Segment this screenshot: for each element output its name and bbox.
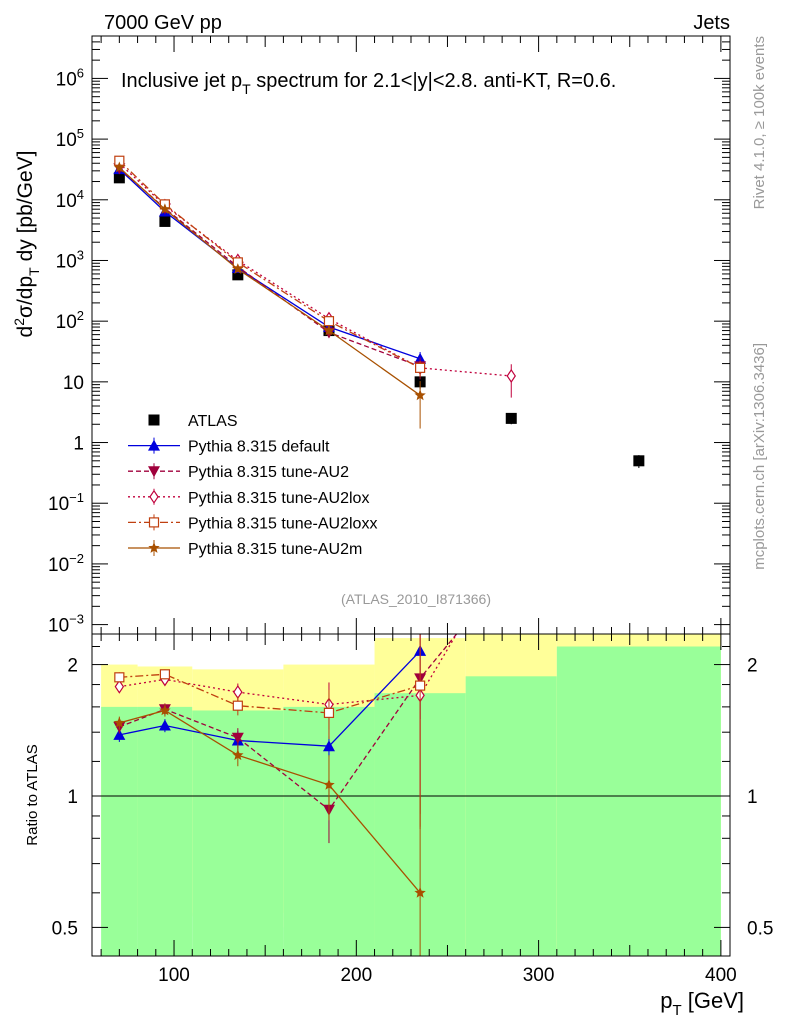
ratio-panel-bands — [92, 634, 730, 956]
data-point-atlas — [113, 172, 125, 184]
legend-marker-atlas — [148, 414, 160, 426]
ratio-band-inner — [556, 646, 721, 956]
y-tick-label: 10−2 — [48, 551, 84, 576]
x-tick-label: 400 — [705, 965, 737, 986]
ratio-point-pythia-8-315-tune-au2m — [232, 749, 244, 761]
ratio-point-pythia-8-315-tune-au2m — [414, 886, 426, 898]
chart-title: Inclusive jet pT spectrum for 2.1<|y|<2.… — [121, 70, 616, 97]
y-tick-label: 10−1 — [48, 490, 84, 515]
ratio-point-pythia-8-315-tune-au2m — [323, 778, 335, 790]
ratio-panel-series — [113, 633, 458, 956]
ratio-y-tick-label-right: 0.5 — [747, 918, 773, 939]
ratio-y-tick-label-left: 1 — [67, 787, 78, 808]
mcplots-label: mcplots.cern.ch [arXiv:1306.3436] — [751, 343, 768, 570]
ratio-point-pythia-8-315-tune-au2loxx — [159, 669, 171, 680]
data-point-pythia-8-315-tune-au2m — [414, 389, 426, 401]
y-tick-label: 103 — [56, 247, 84, 272]
ratio-point-pythia-8-315-default — [113, 728, 126, 740]
legend-label-pythia-8-315-tune-au2m: Pythia 8.315 tune-AU2m — [188, 541, 362, 558]
legend-label-pythia-8-315-tune-au2loxx: Pythia 8.315 tune-AU2loxx — [188, 515, 377, 532]
legend-label-pythia-8-315-default: Pythia 8.315 default — [188, 439, 330, 456]
ratio-band-inner — [465, 676, 557, 956]
analysis-id-label: (ATLAS_2010_I871366) — [341, 591, 491, 607]
header-left: 7000 GeV pp — [104, 12, 222, 34]
chart-title-part2: spectrum for 2.1<|y|<2.8. anti-KT, R=0.6… — [251, 70, 617, 92]
legend-marker-pythia-8-315-tune-au2 — [148, 466, 160, 478]
data-point-atlas — [232, 269, 244, 281]
ratio-point-pythia-8-315-tune-au2lox — [114, 679, 125, 694]
series-line-pythia-8-315-tune-au2 — [118, 167, 421, 368]
legend-marker-pythia-8-315-tune-au2loxx — [148, 517, 160, 528]
data-point-pythia-8-315-tune-au2m — [232, 263, 244, 274]
data-point-pythia-8-315-tune-au2lox — [506, 368, 516, 384]
data-point-atlas — [633, 455, 645, 467]
ratio-point-pythia-8-315-default — [322, 740, 335, 752]
ratio-point-pythia-8-315-tune-au2loxx — [415, 680, 426, 691]
ratio-point-pythia-8-315-tune-au2 — [231, 732, 244, 744]
ratio-y-tick-label-right: 1 — [747, 787, 758, 808]
y-tick-label: 1 — [73, 434, 84, 455]
main-panel-axes: 10−3 10−2 10−1 1 10 102 103 104 105 106 — [48, 35, 730, 637]
ratio-line-pythia-8-315-tune-au2lox — [119, 633, 458, 706]
data-point-pythia-8-315-tune-au2loxx — [323, 316, 335, 327]
legend-label-atlas: ATLAS — [188, 413, 238, 430]
y-tick-label: 10 — [63, 373, 84, 394]
y-tick-label: 104 — [56, 187, 84, 212]
series-line-pythia-8-315-tune-au2loxx — [118, 160, 421, 369]
legend-label-pythia-8-315-tune-au2: Pythia 8.315 tune-AU2 — [188, 464, 349, 481]
ratio-panel-axes: 0.5 0.5 1 1 2 2 100 200 300 400 — [52, 634, 773, 986]
ratio-point-pythia-8-315-default — [158, 719, 171, 731]
legend-label-pythia-8-315-tune-au2lox: Pythia 8.315 tune-AU2lox — [188, 490, 369, 507]
data-point-pythia-8-315-tune-au2m — [323, 324, 335, 336]
legend-marker-pythia-8-315-tune-au2m — [148, 542, 160, 553]
data-point-pythia-8-315-tune-au2loxx — [415, 362, 426, 373]
header-right: Jets — [693, 12, 730, 34]
data-point-atlas — [505, 412, 517, 424]
ratio-y-tick-label-left: 0.5 — [52, 918, 78, 939]
y-tick-label: 105 — [56, 126, 84, 151]
x-tick-label: 200 — [340, 965, 372, 986]
chart-title-subscript: T — [242, 81, 251, 97]
y-tick-label: 10−3 — [48, 612, 84, 637]
ratio-point-pythia-8-315-tune-au2loxx — [323, 707, 335, 719]
ratio-y-tick-label-left: 2 — [67, 656, 78, 677]
ratio-point-pythia-8-315-tune-au2loxx — [114, 672, 125, 683]
series-line-pythia-8-315-default — [118, 168, 421, 360]
rivet-version-label: Rivet 4.1.0, ≥ 100k events — [751, 36, 768, 209]
x-tick-label: 100 — [158, 965, 190, 986]
legend-marker-pythia-8-315-tune-au2lox — [149, 489, 159, 504]
y-tick-label: 106 — [56, 65, 84, 90]
main-y-axis-label: d2σ/dpT dy [pb/GeV] — [11, 151, 42, 338]
x-axis-label: pT [GeV] — [660, 988, 744, 1019]
ratio-band-inner — [137, 706, 193, 956]
ratio-band-inner — [101, 706, 138, 956]
series-line-pythia-8-315-tune-au2lox — [118, 162, 512, 377]
ratio-point-pythia-8-315-tune-au2loxx — [232, 700, 243, 711]
ratio-y-axis-label: Ratio to ATLAS — [24, 744, 41, 845]
chart-title-part1: Inclusive jet p — [121, 70, 242, 92]
y-tick-label: 102 — [56, 308, 84, 333]
ratio-point-pythia-8-315-tune-au2m — [113, 716, 125, 728]
ratio-y-tick-label-right: 2 — [747, 656, 758, 677]
main-panel-series — [113, 155, 645, 469]
data-point-atlas — [159, 215, 171, 227]
legend: ATLAS Pythia 8.315 default Pythia 8.315 tu… — [128, 413, 377, 558]
data-point-pythia-8-315-tune-au2m — [113, 161, 125, 173]
legend-marker-pythia-8-315-default — [148, 439, 160, 451]
x-tick-label: 300 — [523, 965, 555, 986]
data-point-pythia-8-315-tune-au2m — [159, 203, 171, 214]
ratio-point-pythia-8-315-tune-au2m — [159, 704, 171, 716]
